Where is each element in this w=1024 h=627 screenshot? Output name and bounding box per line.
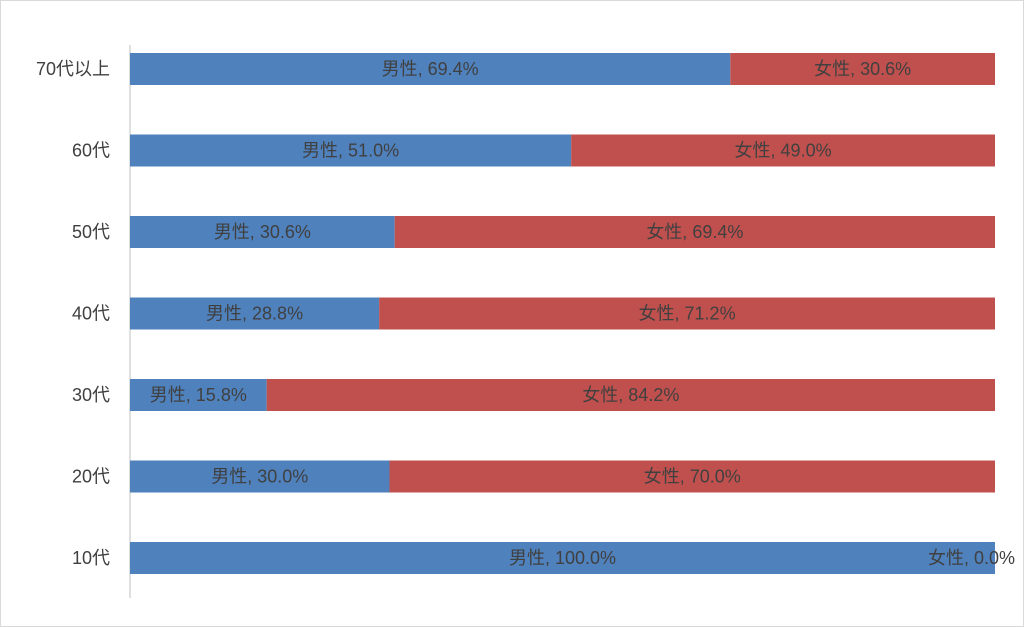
bar-segment-female — [266, 379, 995, 411]
category-labels-group: 70代以上 60代 50代 40代 30代 20代 10代 — [36, 59, 110, 568]
bar-segment-female — [394, 216, 995, 248]
bar-segment-female — [379, 297, 995, 330]
category-label: 60代 — [72, 141, 110, 161]
data-label: 女性, 69.4% — [646, 222, 743, 242]
bars-group — [130, 53, 995, 574]
data-label: 男性, 28.8% — [206, 304, 303, 324]
bar-segment-male — [130, 542, 995, 574]
data-label: 男性, 30.0% — [211, 467, 308, 487]
bar-segment-male — [130, 53, 731, 85]
category-label: 20代 — [72, 467, 110, 487]
data-label: 男性, 51.0% — [302, 141, 399, 161]
data-label: 女性, 71.2% — [639, 304, 736, 324]
bar-segment-male — [130, 379, 267, 411]
data-labels-group: 男性, 69.4% 女性, 30.6% 男性, 51.0% 女性, 49.0% 男性, … — [150, 59, 1015, 568]
bar-segment-female — [389, 460, 995, 493]
data-label: 女性, 70.0% — [644, 467, 741, 487]
category-label: 70代以上 — [36, 59, 110, 79]
category-label: 10代 — [72, 548, 110, 568]
bar-segment-male — [130, 216, 395, 248]
bar-segment-male — [130, 134, 572, 167]
category-label: 30代 — [72, 385, 110, 405]
bar-segment-male — [130, 297, 380, 330]
data-label: 男性, 69.4% — [382, 59, 479, 79]
bar-segment-male — [130, 460, 390, 493]
data-label: 男性, 30.6% — [214, 222, 311, 242]
data-label: 男性, 15.8% — [150, 385, 247, 405]
data-label: 男性, 100.0% — [509, 548, 616, 568]
bar-segment-female — [571, 134, 995, 167]
category-label: 40代 — [72, 304, 110, 324]
data-label: 女性, 0.0% — [928, 548, 1015, 568]
data-label: 女性, 30.6% — [814, 59, 911, 79]
data-label: 女性, 49.0% — [735, 141, 832, 161]
category-label: 50代 — [72, 222, 110, 242]
bar-segment-female — [730, 53, 995, 85]
data-label: 女性, 84.2% — [582, 385, 679, 405]
